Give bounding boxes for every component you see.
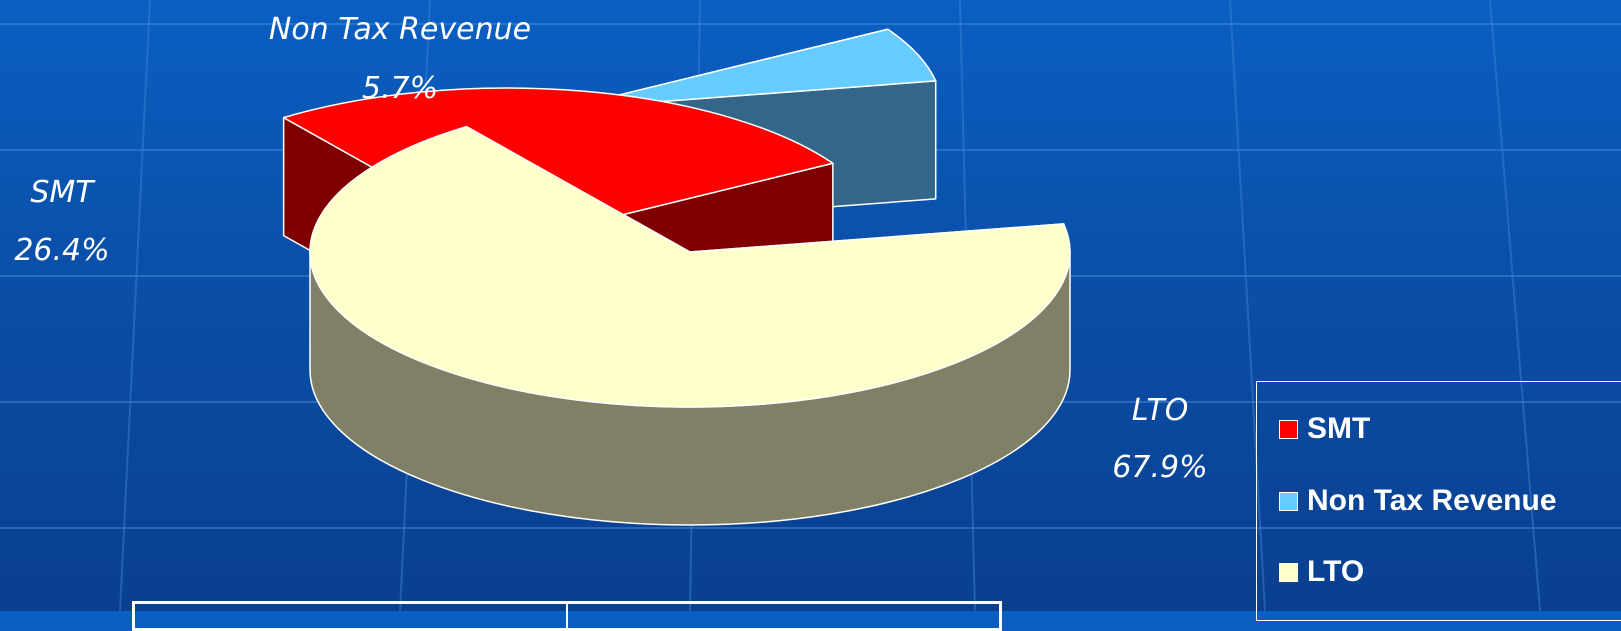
slice-labels: Non Tax Revenue 5.7% SMT 26.4% LTO 67.9% bbox=[14, 12, 1207, 485]
pie-chart: Non Tax Revenue 5.7% SMT 26.4% LTO 67.9% bbox=[14, 12, 1207, 526]
grid-line-vertical bbox=[119, 0, 151, 611]
grid-line-vertical bbox=[1229, 0, 1266, 611]
legend-item-lto: LTO bbox=[1279, 555, 1364, 589]
chart-legend: SMT Non Tax Revenue LTO bbox=[1256, 381, 1621, 621]
legend-label-lto: LTO bbox=[1307, 555, 1365, 588]
label-non-tax-revenue-value: 5.7% bbox=[362, 71, 438, 106]
label-non-tax-revenue-name: Non Tax Revenue bbox=[269, 12, 531, 47]
slice-smt-top bbox=[282, 87, 834, 244]
data-table-partial bbox=[132, 601, 1002, 631]
label-smt-value: 26.4% bbox=[14, 233, 109, 268]
pie-slices bbox=[282, 28, 1071, 526]
legend-swatch-lto bbox=[1279, 562, 1298, 582]
legend-swatch-non-tax-revenue bbox=[1279, 491, 1298, 511]
grid-line-vertical bbox=[1489, 0, 1541, 611]
legend-swatch-smt bbox=[1279, 419, 1298, 439]
legend-item-non-tax-revenue: Non Tax Revenue bbox=[1279, 484, 1557, 518]
label-lto-value: 67.9% bbox=[1112, 450, 1207, 485]
legend-label-non-tax-revenue: Non Tax Revenue bbox=[1307, 484, 1557, 517]
table-cell bbox=[135, 604, 566, 628]
label-smt-name: SMT bbox=[30, 175, 96, 210]
slice-lto-top bbox=[309, 125, 1071, 408]
label-lto-name: LTO bbox=[1132, 393, 1189, 428]
slice-non-tax-revenue-top bbox=[561, 28, 937, 110]
table-cell bbox=[566, 604, 999, 628]
legend-label-smt: SMT bbox=[1307, 412, 1371, 445]
legend-item-smt: SMT bbox=[1279, 412, 1370, 446]
